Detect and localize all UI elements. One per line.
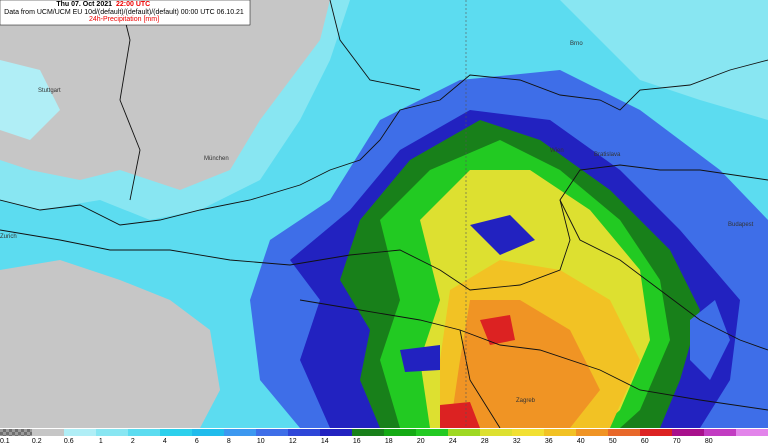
city-label: Brno: [570, 41, 583, 47]
colorbar-label: 10: [257, 438, 265, 445]
city-label: Bratislava: [594, 152, 621, 158]
header-date: Thu 07. Oct 2021: [56, 1, 112, 8]
header: Thu 07. Oct 2021 22:00 UTC Data from UCM…: [0, 0, 251, 26]
colorbar-label: 16: [353, 438, 361, 445]
colorbar-swatch: [96, 429, 128, 436]
colorbar-label: 0.6: [64, 438, 74, 445]
area-low: [400, 215, 535, 372]
colorbar-swatch: [512, 429, 544, 436]
colorbar: 0.1 0.2 0.6 1 2 4 6 8 10 12 14 16 18 20 24 28 32 36 40 50 60…: [0, 428, 768, 446]
city-label: Stuttgart: [38, 88, 61, 94]
colorbar-swatch: [64, 429, 96, 436]
colorbar-label: 40: [577, 438, 585, 445]
colorbar-swatch: [640, 429, 672, 436]
colorbar-swatch: [736, 429, 768, 436]
colorbar-label: 18: [385, 438, 393, 445]
colorbar-label: 24: [449, 438, 457, 445]
colorbar-swatch: [704, 429, 736, 436]
colorbar-label: 0.1: [0, 438, 10, 445]
colorbar-swatch: [0, 429, 32, 436]
colorbar-swatch: [352, 429, 384, 436]
colorbar-swatch: [448, 429, 480, 436]
city-label: Wien: [550, 148, 564, 154]
colorbar-swatch: [672, 429, 704, 436]
colorbar-label: 4: [163, 438, 167, 445]
header-variable: 24h-Precipitation [mm]: [89, 16, 159, 23]
colorbar-label: 60: [641, 438, 649, 445]
colorbar-swatch: [416, 429, 448, 436]
colorbar-swatch: [192, 429, 224, 436]
colorbar-label: 36: [545, 438, 553, 445]
colorbar-swatch: [480, 429, 512, 436]
colorbar-label: 28: [481, 438, 489, 445]
colorbar-swatch: [160, 429, 192, 436]
header-time: 22:00 UTC: [116, 1, 150, 8]
area-dry: [0, 0, 330, 190]
city-label: Zagreb: [516, 398, 536, 404]
area-dry-south: [0, 260, 220, 428]
colorbar-swatch: [32, 429, 64, 436]
colorbar-label: 80: [705, 438, 713, 445]
colorbar-swatch: [256, 429, 288, 436]
city-label: Budapest: [728, 222, 754, 228]
colorbar-swatch: [576, 429, 608, 436]
colorbar-label: 50: [609, 438, 617, 445]
colorbar-label: 12: [289, 438, 297, 445]
colorbar-label: 70: [673, 438, 681, 445]
header-box: [0, 0, 251, 26]
city-label: Zurich: [0, 234, 17, 240]
colorbar-label: 2: [131, 438, 135, 445]
header-source: Data from UCM/UCM EU 10d/(default)/(defa…: [4, 9, 244, 16]
colorbar-swatch: [608, 429, 640, 436]
colorbar-swatch: [128, 429, 160, 436]
area-trace: [0, 60, 60, 140]
colorbar-swatch: [384, 429, 416, 436]
colorbar-label: 20: [417, 438, 425, 445]
area-light-ne: [560, 0, 768, 120]
borders: [0, 0, 768, 429]
colorbar-label: 0.2: [32, 438, 42, 445]
colorbar-label: 6: [195, 438, 199, 445]
city-labels: Stuttgart München Zurich Brno Bratislava…: [0, 41, 754, 404]
colorbar-swatch: [320, 429, 352, 436]
colorbar-label: 32: [513, 438, 521, 445]
colorbar-label: 14: [321, 438, 329, 445]
city-label: München: [204, 156, 229, 162]
colorbar-swatch: [288, 429, 320, 436]
colorbar-label: 8: [227, 438, 231, 445]
colorbar-label: 1: [99, 438, 103, 445]
colorbar-swatch: [224, 429, 256, 436]
colorbar-swatch: [544, 429, 576, 436]
